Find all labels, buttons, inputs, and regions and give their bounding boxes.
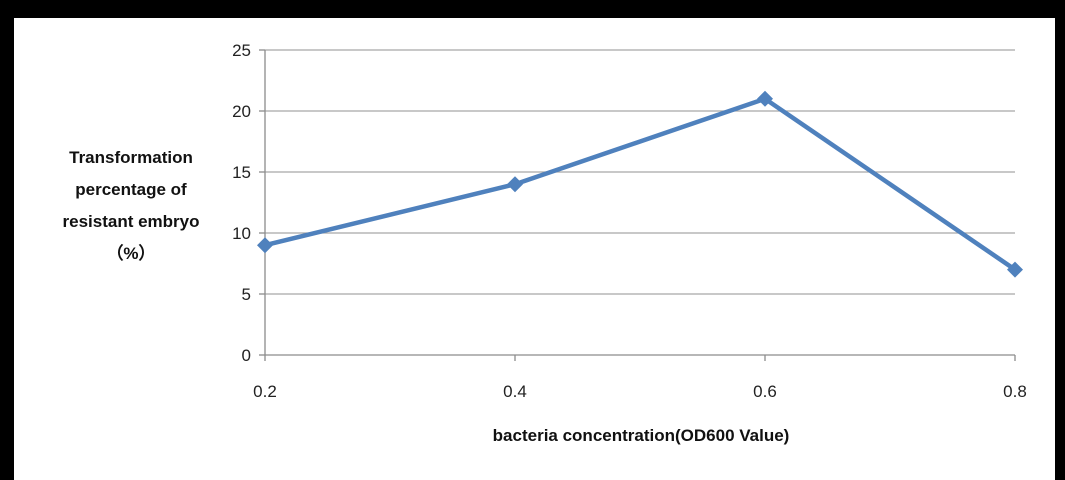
series-line — [262, 96, 1018, 272]
y-axis-ticks: 0 5 10 15 20 25 — [232, 41, 266, 365]
y-tick-label: 15 — [232, 163, 251, 182]
data-point — [757, 90, 773, 107]
y-tick-label: 25 — [232, 41, 251, 60]
x-axis: 0.2 0.4 0.6 0.8 — [253, 354, 1027, 401]
chart-frame — [14, 18, 1055, 480]
x-tick-label: 0.8 — [1003, 382, 1027, 401]
y-axis-title-line: resistant embryo — [63, 212, 200, 231]
y-tick-label: 0 — [242, 346, 251, 365]
markers-layer — [257, 90, 1023, 278]
y-tick-label: 10 — [232, 224, 251, 243]
x-tick-label: 0.6 — [753, 382, 777, 401]
y-axis-title-line: Transformation — [69, 148, 193, 167]
series-layer — [262, 96, 1018, 272]
data-point — [257, 237, 273, 254]
x-tick-label: 0.4 — [503, 382, 527, 401]
data-point — [507, 176, 523, 193]
y-tick-label: 5 — [242, 285, 251, 304]
y-tick-label: 20 — [232, 102, 251, 121]
x-tick-label: 0.2 — [253, 382, 277, 401]
data-point — [1007, 261, 1023, 278]
y-axis-title-line: percentage of — [75, 180, 187, 199]
grid-lines — [265, 49, 1015, 295]
x-axis-title: bacteria concentration(OD600 Value) — [493, 426, 790, 445]
y-axis-title-line: （%） — [106, 243, 155, 263]
y-axis-title: Transformation percentage of resistant e… — [63, 148, 200, 263]
